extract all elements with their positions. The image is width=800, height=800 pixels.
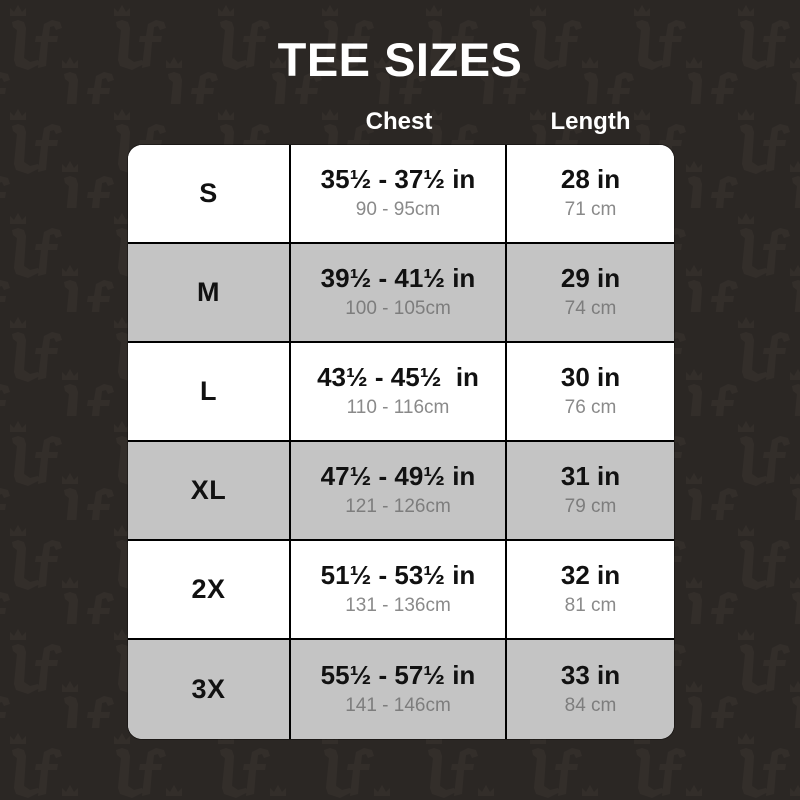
cell-size: 3X xyxy=(128,640,291,739)
size-label: XL xyxy=(190,475,227,505)
cell-chest: 51½ - 53½ in 131 - 136cm xyxy=(291,541,507,638)
size-chart-table: S 35½ - 37½ in 90 - 95cm 28 in 71 cm M 39½ - 4… xyxy=(128,145,674,739)
length-inches: 32 in xyxy=(560,559,621,590)
length-centimeters: 74 cm xyxy=(564,297,617,319)
chest-inches: 35½ - 37½ in xyxy=(320,163,476,194)
table-row: S 35½ - 37½ in 90 - 95cm 28 in 71 cm xyxy=(128,145,674,244)
size-label: S xyxy=(199,178,218,208)
chest-centimeters: 131 - 136cm xyxy=(345,594,451,616)
size-label: 2X xyxy=(191,574,226,604)
length-inches: 31 in xyxy=(560,460,621,491)
cell-size: 2X xyxy=(128,541,291,638)
column-header-length: Length xyxy=(550,108,631,135)
cell-chest: 55½ - 57½ in 141 - 146cm xyxy=(291,640,507,739)
cell-chest: 39½ - 41½ in 100 - 105cm xyxy=(291,244,507,341)
size-label: M xyxy=(197,277,220,307)
chest-inches: 39½ - 41½ in xyxy=(320,262,476,293)
table-row: 2X 51½ - 53½ in 131 - 136cm 32 in 81 cm xyxy=(128,541,674,640)
cell-length: 31 in 79 cm xyxy=(507,442,674,539)
length-centimeters: 71 cm xyxy=(564,198,617,220)
cell-size: S xyxy=(128,145,291,242)
chest-inches: 51½ - 53½ in xyxy=(320,559,476,590)
column-header-size xyxy=(128,105,291,139)
cell-length: 33 in 84 cm xyxy=(507,640,674,739)
cell-size: M xyxy=(128,244,291,341)
chest-inches: 43½ - 45½ in xyxy=(317,361,479,392)
chest-inches: 55½ - 57½ in xyxy=(320,659,476,690)
page-title: TEE SIZES xyxy=(277,33,523,86)
cell-length: 28 in 71 cm xyxy=(507,145,674,242)
chest-centimeters: 90 - 95cm xyxy=(355,198,441,220)
length-inches: 30 in xyxy=(560,361,621,392)
cell-chest: 43½ - 45½ in 110 - 116cm xyxy=(291,343,507,440)
chest-centimeters: 100 - 105cm xyxy=(345,297,451,319)
cell-length: 32 in 81 cm xyxy=(507,541,674,638)
cell-size: L xyxy=(128,343,291,440)
table-row: XL 47½ - 49½ in 121 - 126cm 31 in 79 cm xyxy=(128,442,674,541)
chest-centimeters: 121 - 126cm xyxy=(345,495,451,517)
chest-centimeters: 110 - 116cm xyxy=(346,396,450,418)
table-row: 3X 55½ - 57½ in 141 - 146cm 33 in 84 cm xyxy=(128,640,674,739)
length-centimeters: 84 cm xyxy=(564,694,617,716)
size-label: 3X xyxy=(191,674,226,704)
cell-chest: 35½ - 37½ in 90 - 95cm xyxy=(291,145,507,242)
column-header-row: Chest Length xyxy=(128,105,674,139)
chest-centimeters: 141 - 146cm xyxy=(345,694,451,716)
length-centimeters: 79 cm xyxy=(564,495,617,517)
column-header-chest: Chest xyxy=(365,108,433,135)
cell-length: 30 in 76 cm xyxy=(507,343,674,440)
table-row: L 43½ - 45½ in 110 - 116cm 30 in 76 cm xyxy=(128,343,674,442)
length-inches: 28 in xyxy=(560,163,621,194)
table-row: M 39½ - 41½ in 100 - 105cm 29 in 74 cm xyxy=(128,244,674,343)
cell-chest: 47½ - 49½ in 121 - 126cm xyxy=(291,442,507,539)
length-inches: 33 in xyxy=(560,659,621,690)
length-centimeters: 81 cm xyxy=(564,594,617,616)
chest-inches: 47½ - 49½ in xyxy=(320,460,476,491)
length-inches: 29 in xyxy=(560,262,621,293)
cell-length: 29 in 74 cm xyxy=(507,244,674,341)
length-centimeters: 76 cm xyxy=(564,396,617,418)
size-label: L xyxy=(200,376,217,406)
cell-size: XL xyxy=(128,442,291,539)
